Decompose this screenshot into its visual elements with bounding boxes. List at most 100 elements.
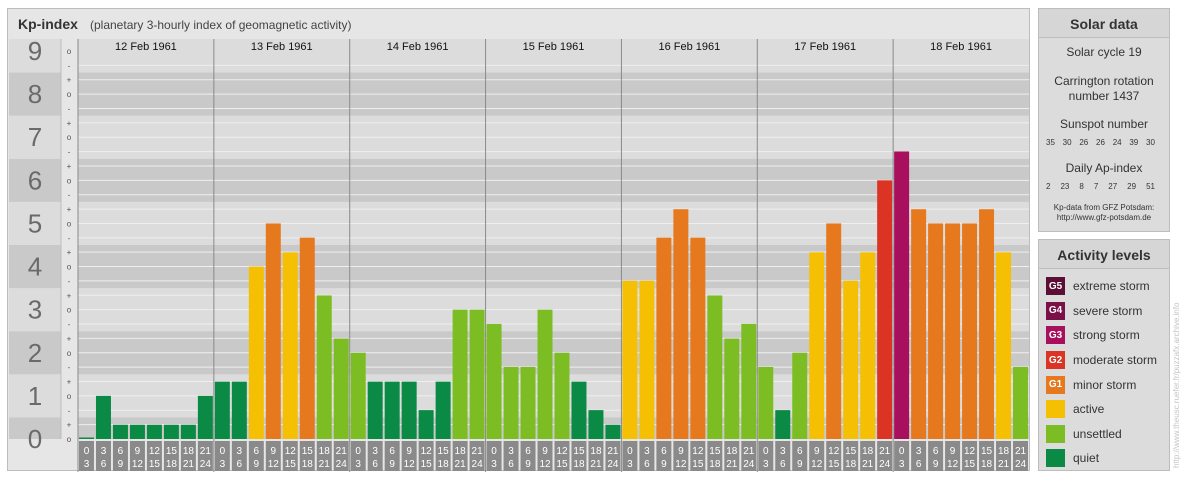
time-label-end: 6 — [508, 459, 514, 470]
time-cell — [299, 441, 315, 471]
legend-label: minor storm — [1073, 377, 1137, 392]
time-cell — [656, 441, 672, 471]
time-cell — [265, 441, 281, 471]
time-label-end: 15 — [421, 459, 433, 470]
activity-levels-panel: Activity levels G5 extreme storm G4 seve… — [1038, 239, 1170, 471]
legend-swatch: G3 — [1046, 326, 1065, 345]
time-label-start: 0 — [491, 446, 497, 457]
time-cell — [197, 441, 213, 471]
kp-bar — [214, 381, 230, 439]
time-label-start: 18 — [862, 446, 874, 457]
level-label-band — [9, 158, 61, 202]
sunspot-value: 30 — [1146, 138, 1155, 147]
kp-bar — [367, 381, 383, 439]
credit-link[interactable]: http://www.gfz-potsdam.de — [1056, 213, 1152, 222]
time-label-start: 15 — [302, 446, 314, 457]
time-label-start: 15 — [573, 446, 585, 457]
time-label-end: 12 — [675, 459, 687, 470]
time-cell — [452, 441, 468, 471]
kp-bar — [146, 424, 162, 439]
kp-bar — [163, 424, 179, 439]
time-label-end: 15 — [556, 459, 568, 470]
time-label-end: 18 — [845, 459, 857, 470]
minor-tick-label: - — [68, 363, 71, 372]
time-label-start: 3 — [372, 446, 378, 457]
time-label-end: 3 — [627, 459, 633, 470]
y-tick-label: 9 — [28, 36, 42, 66]
time-label-end: 15 — [828, 459, 840, 470]
level-band — [78, 39, 1029, 73]
time-label-end: 6 — [237, 459, 243, 470]
time-cell — [945, 441, 961, 471]
ap-value: 51 — [1146, 182, 1155, 191]
time-label-start: 3 — [508, 446, 514, 457]
level-band — [78, 417, 1029, 439]
time-label-start: 9 — [271, 446, 277, 457]
ap-value: 27 — [1108, 182, 1118, 191]
kp-bar — [435, 381, 451, 439]
kp-bar — [299, 237, 315, 439]
y-tick-label: 2 — [28, 338, 42, 368]
kp-bar — [129, 424, 145, 439]
legend-swatch: G5 — [1046, 277, 1065, 296]
time-label-start: 12 — [149, 446, 161, 457]
sunspot-value: 35 — [1046, 138, 1055, 147]
legend-label: severe storm — [1073, 303, 1143, 318]
time-label-end: 18 — [709, 459, 721, 470]
time-label-end: 12 — [947, 459, 959, 470]
time-label-start: 12 — [964, 446, 976, 457]
kp-bar — [826, 223, 842, 439]
kp-bar — [945, 223, 961, 439]
minor-tick-label: - — [68, 191, 71, 200]
time-cell — [384, 441, 400, 471]
time-cell — [282, 441, 298, 471]
time-label-end: 21 — [183, 459, 195, 470]
minor-tick-label: o — [67, 133, 72, 142]
time-label-end: 6 — [372, 459, 378, 470]
time-cell — [775, 441, 791, 471]
level-label-band — [9, 331, 61, 375]
kp-bar — [996, 252, 1012, 439]
legend-item-severe-storm: G4 severe storm — [1039, 299, 1169, 324]
time-cell — [418, 441, 434, 471]
time-cell — [639, 441, 655, 471]
y-tick-label: 6 — [28, 165, 42, 195]
time-cell — [860, 441, 876, 471]
kp-bar — [707, 295, 723, 439]
level-label-band — [9, 115, 61, 159]
activity-levels-title: Activity levels — [1039, 240, 1169, 269]
time-label-start: 21 — [743, 446, 755, 457]
time-cell — [996, 441, 1012, 471]
legend-item-moderate-storm: G2 moderate storm — [1039, 348, 1169, 373]
time-label-start: 0 — [355, 446, 361, 457]
time-label-end: 9 — [389, 459, 395, 470]
time-label-end: 3 — [899, 459, 905, 470]
day-label: 13 Feb 1961 — [251, 41, 313, 53]
legend-item-minor-storm: G1 minor storm — [1039, 372, 1169, 397]
kp-bar — [741, 323, 757, 439]
kp-bar — [79, 437, 94, 439]
time-cell — [520, 441, 536, 471]
minor-tick-label: - — [68, 406, 71, 415]
legend-item-quiet: quiet — [1039, 446, 1169, 471]
minor-tick-label: - — [68, 148, 71, 157]
ap-value: 23 — [1060, 182, 1070, 191]
time-cell — [605, 441, 621, 471]
time-label-end: 9 — [254, 459, 260, 470]
time-cell — [180, 441, 196, 471]
minor-tick-label: + — [67, 76, 72, 85]
time-label-end: 18 — [438, 459, 450, 470]
time-cell — [673, 441, 689, 471]
time-label-end: 18 — [981, 459, 993, 470]
time-label-end: 24 — [1015, 459, 1027, 470]
day-label: 14 Feb 1961 — [387, 41, 449, 53]
minor-tick-label: o — [67, 90, 72, 99]
kp-bar — [503, 367, 519, 439]
sunspot-value: 24 — [1112, 138, 1122, 147]
time-cell — [350, 441, 366, 471]
time-cell — [112, 441, 128, 471]
sunspot-value: 26 — [1079, 138, 1089, 147]
solar-data-panel: Solar data Solar cycle 19 Carrington rot… — [1038, 8, 1170, 232]
time-label-end: 15 — [964, 459, 976, 470]
time-label-end: 9 — [933, 459, 939, 470]
